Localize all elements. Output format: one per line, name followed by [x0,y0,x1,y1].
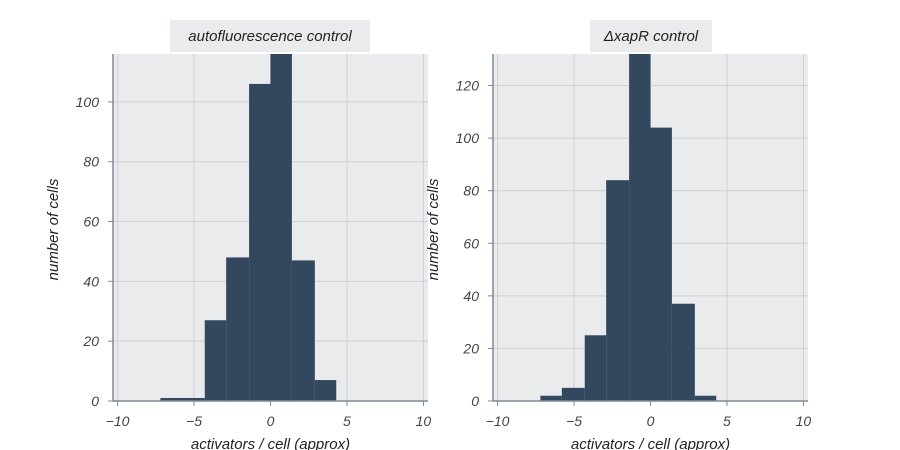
y-axis-label: number of cells [45,178,62,280]
y-axis-label: number of cells [425,178,442,280]
histogram-bar [540,395,562,401]
x-tick-label: −10 [486,413,510,429]
x-tick-label: 5 [723,413,731,429]
histogram-bar [314,380,337,401]
x-tick-label: −5 [566,413,582,429]
x-tick-label: 10 [796,413,812,429]
x-tick-label: 0 [267,413,275,429]
y-tick-label: 0 [91,393,99,409]
title-box [590,20,712,52]
histogram-bar [204,320,227,401]
y-tick-label: 20 [82,333,99,349]
x-tick-label: −10 [106,413,130,429]
x-tick-label: 0 [647,413,655,429]
histogram-bar [650,127,672,401]
histogram-bar [160,398,205,401]
y-tick-label: 40 [463,288,479,304]
x-tick-label: 5 [343,413,351,429]
histogram-bar [249,83,271,402]
y-tick-label: 100 [76,94,100,110]
y-tick-label: 0 [471,393,479,409]
y-tick-label: 40 [83,273,99,289]
histogram-bar [629,54,651,401]
y-tick-label: 20 [462,340,479,356]
y-tick-label: 60 [463,235,479,251]
histogram-bar [694,395,717,401]
title-box [170,20,370,52]
y-tick-label: 80 [83,154,99,170]
histogram-bar [606,180,630,401]
histogram-bar [270,54,292,401]
histogram-bar [671,303,695,401]
y-tick-label: 100 [456,130,480,146]
histogram-bar [291,260,315,401]
chart-title: ΔxapR control [603,28,699,45]
x-axis-label: activators / cell (approx) [191,436,350,450]
y-tick-label: 120 [456,78,480,94]
y-tick-label: 60 [83,214,99,230]
x-axis-label: activators / cell (approx) [571,436,730,450]
histogram-bar [584,335,607,401]
histogram-bar [226,257,250,401]
x-tick-label: 10 [416,413,432,429]
chart-title: autofluorescence control [188,28,352,45]
x-tick-label: −5 [186,413,202,429]
y-tick-label: 80 [463,183,479,199]
histogram-bar [561,387,585,401]
